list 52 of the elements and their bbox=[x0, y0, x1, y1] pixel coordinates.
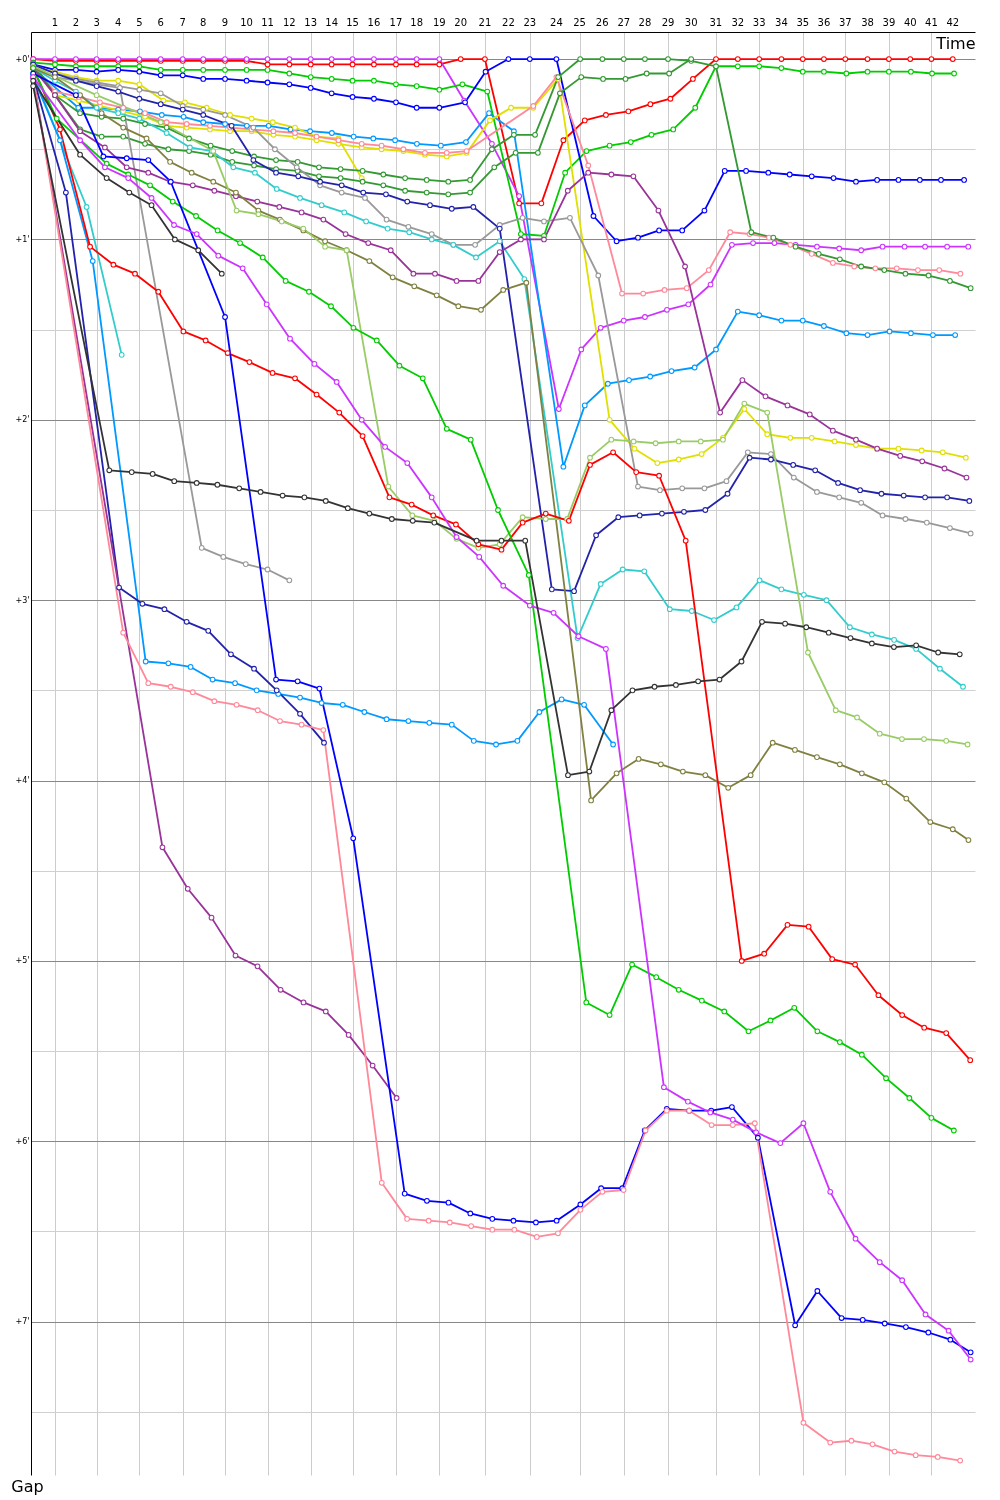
x-tick-label: 20 bbox=[454, 17, 468, 28]
x-tick-label: 19 bbox=[432, 17, 446, 28]
x-tick-label: 31 bbox=[709, 17, 723, 28]
y-tick-label: +5' bbox=[15, 956, 30, 966]
x-tick-label: 25 bbox=[573, 17, 586, 28]
x-tick-label: 41 bbox=[925, 17, 938, 28]
y-tick-label: +6' bbox=[15, 1136, 30, 1146]
x-tick-label: 18 bbox=[410, 17, 424, 28]
x-tick-label: 33 bbox=[752, 17, 766, 28]
x-tick-label: 9 bbox=[221, 17, 229, 28]
x-tick-label: 37 bbox=[838, 17, 852, 28]
x-tick-label: 24 bbox=[550, 17, 563, 28]
y-tick-label: +7' bbox=[15, 1317, 30, 1327]
x-tick-label: 16 bbox=[367, 17, 381, 28]
x-tick-label: 22 bbox=[502, 17, 515, 28]
y-tick-label: +1' bbox=[15, 234, 30, 244]
x-tick-label: 17 bbox=[389, 17, 403, 28]
x-tick-label: 14 bbox=[325, 17, 339, 28]
y-tick-label: +0' bbox=[15, 54, 30, 64]
x-tick-label: 29 bbox=[661, 17, 675, 28]
x-tick-label: 34 bbox=[775, 17, 788, 28]
x-tick-label: 5 bbox=[136, 17, 143, 28]
x-tick-label: 12 bbox=[282, 17, 296, 28]
x-tick-label: 28 bbox=[638, 17, 652, 28]
y-tick-label: +2' bbox=[15, 415, 30, 425]
x-tick-label: 39 bbox=[882, 17, 896, 28]
x-tick-label: 6 bbox=[157, 17, 164, 28]
x-tick-label: 32 bbox=[731, 17, 745, 28]
x-tick-label: 38 bbox=[861, 17, 874, 28]
x-tick-label: 8 bbox=[200, 17, 207, 28]
x-tick-label: 26 bbox=[595, 17, 609, 28]
x-tick-label: 4 bbox=[115, 17, 122, 28]
x-axis-title: Time bbox=[935, 33, 976, 53]
x-tick-label: 35 bbox=[796, 17, 810, 28]
x-tick-label: 7 bbox=[179, 17, 186, 28]
x-tick-label: 15 bbox=[346, 17, 359, 28]
x-tick-label: 40 bbox=[903, 17, 917, 28]
x-tick-label: 42 bbox=[946, 17, 960, 28]
x-tick-label: 30 bbox=[684, 17, 698, 28]
x-tick-label: 21 bbox=[478, 17, 492, 28]
y-tick-label: +4' bbox=[15, 776, 30, 786]
y-axis-title: Gap bbox=[11, 1476, 44, 1496]
x-tick-label: 1 bbox=[51, 17, 59, 28]
y-tick-label: +3' bbox=[15, 595, 30, 605]
x-tick-label: 3 bbox=[93, 17, 100, 28]
x-tick-label: 27 bbox=[617, 17, 631, 28]
x-tick-label: 10 bbox=[240, 17, 253, 28]
x-tick-label: 2 bbox=[72, 17, 80, 28]
x-tick-label: 23 bbox=[523, 17, 537, 28]
x-tick-label: 36 bbox=[817, 17, 831, 28]
x-tick-label: 11 bbox=[261, 17, 274, 28]
x-tick-label: 13 bbox=[304, 17, 318, 28]
